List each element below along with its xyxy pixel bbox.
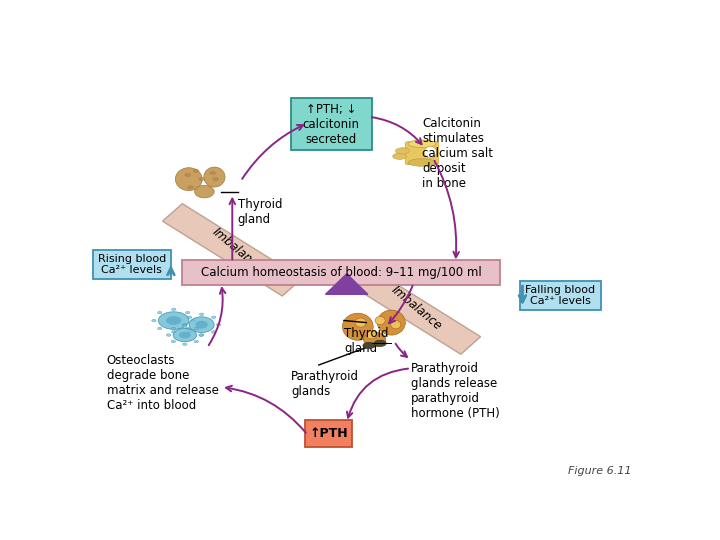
- Ellipse shape: [158, 312, 189, 329]
- Ellipse shape: [193, 168, 199, 173]
- Text: Calcitonin
stimulates
calcium salt
deposit
in bone: Calcitonin stimulates calcium salt depos…: [422, 117, 493, 190]
- Text: Parathyroid
glands release
parathyroid
hormone (PTH): Parathyroid glands release parathyroid h…: [411, 362, 500, 420]
- Ellipse shape: [184, 173, 191, 177]
- Text: ↑PTH; ↓
calcitonin
secreted: ↑PTH; ↓ calcitonin secreted: [303, 103, 360, 146]
- Polygon shape: [325, 274, 368, 294]
- Text: Rising blood
Ca²⁺ levels: Rising blood Ca²⁺ levels: [98, 254, 166, 275]
- Ellipse shape: [192, 319, 196, 322]
- Polygon shape: [341, 262, 480, 354]
- Ellipse shape: [179, 332, 191, 339]
- Ellipse shape: [189, 317, 214, 333]
- FancyBboxPatch shape: [291, 98, 372, 150]
- Ellipse shape: [355, 318, 366, 327]
- Ellipse shape: [364, 332, 386, 347]
- Ellipse shape: [158, 327, 162, 330]
- Ellipse shape: [158, 312, 162, 314]
- Ellipse shape: [194, 327, 199, 330]
- Ellipse shape: [395, 148, 410, 154]
- Ellipse shape: [187, 185, 194, 190]
- Ellipse shape: [366, 332, 377, 339]
- Ellipse shape: [166, 334, 171, 336]
- Text: Thyroid
gland: Thyroid gland: [238, 198, 282, 226]
- Ellipse shape: [171, 340, 176, 343]
- Ellipse shape: [176, 168, 202, 191]
- Ellipse shape: [212, 177, 219, 181]
- Ellipse shape: [187, 316, 192, 319]
- FancyBboxPatch shape: [405, 141, 438, 165]
- Ellipse shape: [187, 331, 192, 333]
- Ellipse shape: [199, 313, 204, 315]
- Polygon shape: [163, 204, 302, 296]
- Ellipse shape: [217, 323, 221, 326]
- Text: Imbalance: Imbalance: [210, 225, 266, 274]
- FancyBboxPatch shape: [182, 260, 500, 285]
- Ellipse shape: [199, 334, 204, 336]
- Text: Parathyroid
glands: Parathyroid glands: [291, 370, 359, 399]
- Ellipse shape: [212, 316, 216, 319]
- Ellipse shape: [186, 312, 190, 314]
- Ellipse shape: [198, 177, 205, 181]
- FancyBboxPatch shape: [305, 420, 352, 447]
- Ellipse shape: [183, 325, 187, 327]
- Text: Falling blood
Ca²⁺ levels: Falling blood Ca²⁺ levels: [525, 285, 595, 306]
- Ellipse shape: [186, 327, 190, 330]
- Ellipse shape: [424, 146, 436, 158]
- Ellipse shape: [194, 185, 214, 198]
- Ellipse shape: [171, 327, 176, 330]
- Ellipse shape: [171, 330, 176, 333]
- Ellipse shape: [392, 153, 407, 159]
- Ellipse shape: [210, 171, 216, 175]
- Ellipse shape: [204, 167, 225, 187]
- Ellipse shape: [374, 340, 387, 347]
- Ellipse shape: [166, 316, 181, 325]
- Ellipse shape: [363, 342, 375, 349]
- Text: ↑PTH: ↑PTH: [309, 427, 348, 440]
- Ellipse shape: [182, 323, 186, 326]
- Text: Osteoclasts
degrade bone
matrix and release
Ca²⁺ into blood: Osteoclasts degrade bone matrix and rele…: [107, 354, 219, 412]
- Ellipse shape: [173, 328, 197, 342]
- Text: Imbalance: Imbalance: [389, 284, 444, 333]
- Ellipse shape: [152, 319, 156, 322]
- Ellipse shape: [199, 334, 203, 336]
- Text: Calcium homeostasis of blood: 9–11 mg/100 ml: Calcium homeostasis of blood: 9–11 mg/10…: [201, 266, 482, 279]
- FancyBboxPatch shape: [93, 250, 171, 279]
- FancyBboxPatch shape: [520, 281, 600, 310]
- Ellipse shape: [183, 343, 187, 346]
- Ellipse shape: [195, 321, 208, 329]
- Text: Figure 6.11: Figure 6.11: [568, 467, 631, 476]
- Ellipse shape: [171, 308, 176, 310]
- Ellipse shape: [377, 310, 405, 335]
- Ellipse shape: [408, 159, 436, 166]
- Ellipse shape: [391, 321, 401, 329]
- Ellipse shape: [343, 313, 373, 340]
- Ellipse shape: [408, 140, 436, 147]
- Text: Thyroid
gland: Thyroid gland: [344, 327, 388, 355]
- Ellipse shape: [375, 316, 385, 325]
- Ellipse shape: [212, 331, 216, 333]
- Ellipse shape: [194, 340, 199, 343]
